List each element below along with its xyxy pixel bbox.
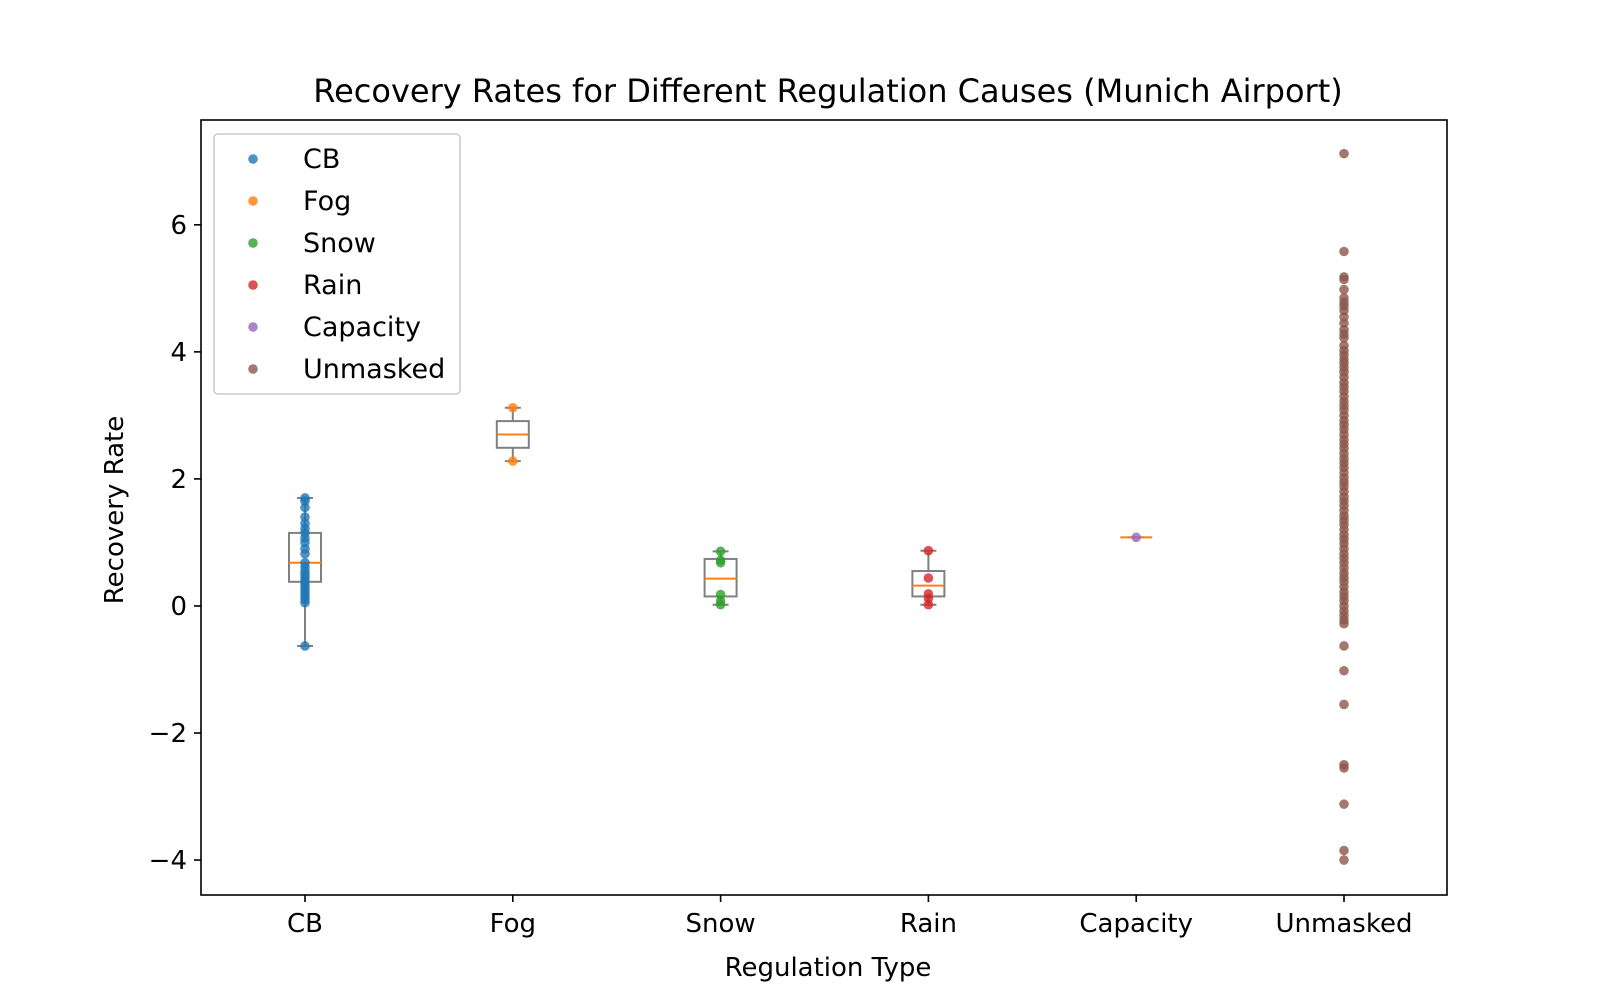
data-point-unmasked (1339, 699, 1349, 710)
legend-marker-unmasked (248, 364, 258, 374)
legend-label-snow: Snow (303, 228, 376, 259)
data-point-unmasked (1339, 845, 1349, 856)
plot-frame (200, 119, 1448, 896)
y-axis-label: Recovery Rate (100, 416, 130, 604)
data-point-unmasked (1339, 333, 1349, 343)
data-point-unmasked (1339, 641, 1349, 651)
y-tick-label: −4 (149, 846, 187, 876)
legend-label-fog: Fog (303, 186, 351, 217)
y-tick-label: 4 (170, 338, 187, 368)
legend-label-unmasked: Unmasked (303, 354, 445, 385)
legend-marker-cb (248, 154, 258, 164)
y-tick-label: −2 (149, 719, 187, 749)
x-tick-label: Rain (900, 909, 957, 939)
y-tick-label: 0 (170, 592, 187, 622)
legend-label-rain: Rain (303, 270, 362, 301)
x-tick-label: Capacity (1079, 909, 1193, 939)
legend-marker-fog (248, 196, 258, 206)
data-point-unmasked (1339, 284, 1349, 295)
legend-marker-capacity (248, 322, 258, 332)
series-unmasked (1339, 148, 1349, 865)
data-point-unmasked (1339, 246, 1349, 257)
x-tick-label: Unmasked (1276, 909, 1413, 939)
series-rain (911, 545, 946, 610)
series-snow (703, 546, 738, 610)
data-point-unmasked (1339, 665, 1349, 676)
data-point-cb (300, 641, 310, 651)
data-point-cb (300, 557, 310, 568)
axes: −4 −2 0 2 4 6 CB Fog Snow Rain Capacity Unmasked (149, 119, 1448, 939)
data-point-cb (300, 512, 310, 522)
data-point-unmasked (1339, 618, 1349, 629)
chart-title: Recovery Rates for Different Regulation … (313, 72, 1342, 110)
data-point-unmasked (1339, 148, 1349, 159)
plot-area (288, 148, 1349, 865)
legend: CB Fog Snow Rain Capacity Unmasked (213, 133, 461, 395)
data-point-fog (508, 456, 518, 466)
x-axis-label: Regulation Type (725, 953, 932, 983)
legend-box (213, 133, 461, 395)
legend-marker-snow (248, 238, 258, 248)
series-capacity (1120, 532, 1153, 543)
data-point-cb (300, 493, 310, 503)
data-point-capacity (1131, 532, 1141, 543)
data-point-rain (923, 573, 934, 583)
data-point-unmasked (1339, 799, 1349, 809)
data-point-unmasked (1339, 274, 1349, 285)
y-tick-label: 2 (170, 465, 187, 495)
y-tick-label: 6 (170, 211, 187, 241)
data-point-unmasked (1339, 763, 1349, 773)
x-tick-label: Fog (490, 909, 536, 939)
legend-label-capacity: Capacity (303, 312, 421, 343)
x-tick-label: CB (287, 909, 323, 939)
data-point-snow (715, 546, 726, 557)
legend-label-cb: CB (303, 144, 340, 175)
data-point-fog (508, 402, 518, 413)
data-point-rain (923, 589, 934, 599)
series-fog (495, 402, 530, 466)
series-cb (288, 493, 322, 651)
legend-marker-rain (248, 280, 258, 290)
data-point-snow (715, 589, 726, 600)
data-point-rain (923, 545, 934, 556)
data-point-snow (715, 555, 726, 566)
data-point-unmasked (1339, 855, 1349, 865)
x-tick-label: Snow (686, 909, 756, 939)
